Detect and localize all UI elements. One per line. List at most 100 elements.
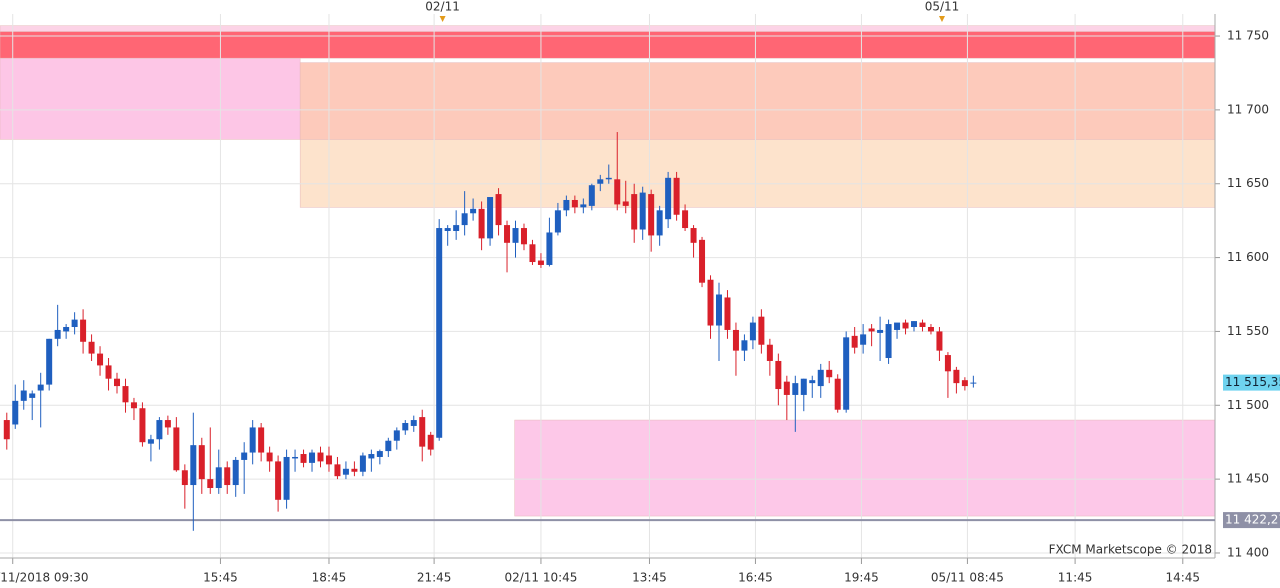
candle-body [122,386,129,403]
candle [46,338,53,391]
candle-body [588,185,595,206]
candle [597,174,604,192]
candle [749,316,756,350]
candle [266,446,273,472]
candle [190,412,197,531]
y-tick-label: 11 600 [1227,250,1269,264]
candle-body [368,454,375,459]
candle-body [877,329,884,333]
candle-body [783,381,790,395]
y-tick-label: 11 500 [1227,398,1269,412]
candle-body [504,225,511,243]
candle-body [46,338,53,385]
candle [520,223,527,251]
candle [970,375,977,388]
candle-body [605,177,612,180]
candle [325,446,332,472]
candle [88,334,95,361]
candle-body [207,479,214,488]
candle-body [190,445,197,486]
candle [385,437,392,457]
candle [393,427,400,450]
candle-body [554,210,561,233]
candle-body [682,210,689,229]
candle [766,338,773,376]
candle [54,304,61,347]
candle [334,456,341,480]
candle [580,198,587,214]
candle-body [520,228,527,245]
candle [470,198,477,221]
candle-body [724,297,731,330]
candle-body [766,344,773,361]
candle-body [580,204,587,208]
candle-body [843,337,850,410]
candle [851,327,858,354]
candle-body [792,383,799,395]
candle-body [911,321,918,328]
candle [427,431,434,456]
candle [673,171,680,221]
current-price-box [1223,374,1280,391]
candle [97,346,104,376]
candle-body [800,378,807,395]
candle [826,360,833,384]
candle [741,334,748,361]
candle-body [639,192,646,230]
candle-body [351,468,358,472]
watermark: FXCM Marketscope © 2018 [1049,543,1212,557]
candle [342,461,349,480]
candle [724,290,731,339]
candle [758,309,765,354]
candle [529,239,536,265]
x-tick-label: 02/11 10:45 [504,571,577,585]
candle [368,449,375,472]
x-tick-label: 05/11 08:45 [931,571,1004,585]
candle [147,434,154,462]
candle-body [88,341,95,354]
candle [114,372,121,394]
candle-body [419,417,426,447]
candle-body [224,467,231,486]
candle-body [63,327,70,332]
y-tick-label: 11 550 [1227,324,1269,338]
candle [80,309,87,354]
candle-body [470,208,477,214]
candle [554,202,561,236]
candle-body [970,382,977,384]
candle [309,449,316,472]
candle [868,324,875,347]
candle [410,415,417,432]
candle-body [563,199,570,211]
candle-body [529,244,536,263]
candle-body [275,461,282,500]
candle-body [292,456,299,459]
candle [376,449,383,465]
y-tick-label: 11 700 [1227,102,1269,116]
candle-body [631,194,638,230]
candle-body [953,369,960,384]
candle [173,417,180,472]
candle [571,195,578,214]
candle [682,204,689,231]
candle-body [300,454,307,463]
candle [37,372,44,428]
candle [164,415,171,435]
candle [181,464,188,509]
price-label-box [1223,512,1280,529]
candle [20,380,27,410]
candle-body [29,393,36,398]
candle-body [656,210,663,236]
candle [809,375,816,398]
candle-body [732,329,739,351]
candle-body [215,467,222,488]
x-tick-label: 15:45 [203,571,238,585]
candle-body [495,194,502,226]
candle-body [597,179,604,184]
candle [351,461,358,477]
candle-body [164,420,171,428]
candle-body [809,380,816,384]
x-tick-label: 18:45 [312,571,347,585]
